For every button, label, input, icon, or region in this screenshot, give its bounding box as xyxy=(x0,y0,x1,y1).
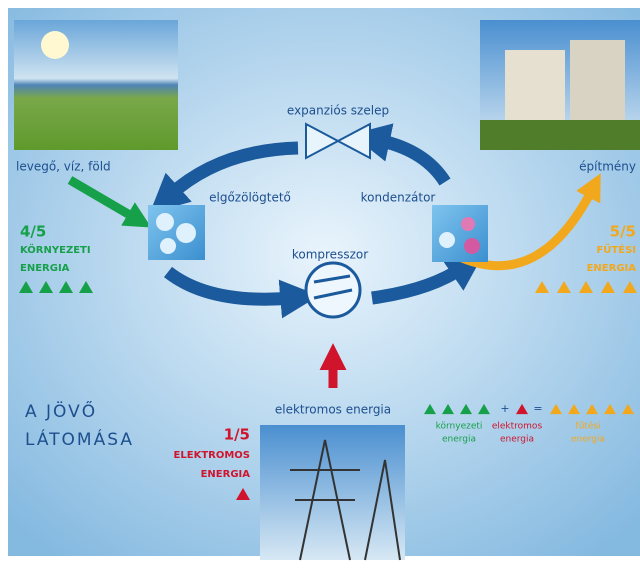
caption: ENERGIA xyxy=(587,263,637,274)
fraction: 4/5 xyxy=(20,223,46,241)
condenser-icon xyxy=(432,205,488,262)
caption: FŰTÉSI xyxy=(596,242,636,256)
fraction: 1/5 xyxy=(224,426,250,444)
sun xyxy=(41,31,69,59)
caption: ENERGIA xyxy=(20,263,70,274)
landscape-photo xyxy=(14,20,178,150)
diagram: levegő, víz, föld építmény expanziós sze… xyxy=(0,0,640,565)
drop xyxy=(439,232,455,248)
evaporator-label: elgőzölögtető xyxy=(209,191,291,205)
electric-input-label: elektromos energia xyxy=(275,403,391,417)
equation-term: környezeti xyxy=(436,422,483,432)
drop xyxy=(461,217,475,231)
sources-label: levegő, víz, föld xyxy=(16,160,111,174)
bubble xyxy=(160,238,176,254)
bubble xyxy=(156,213,174,231)
building-label: építmény xyxy=(579,160,636,174)
equation-term: fűtési xyxy=(575,421,600,432)
drop xyxy=(464,238,480,254)
equals: = xyxy=(533,402,542,415)
caption: KÖRNYEZETI xyxy=(20,242,91,256)
caption: ENERGIA xyxy=(201,469,251,480)
trees xyxy=(480,120,640,150)
equation-term: energia xyxy=(500,435,534,445)
condenser-label: kondenzátor xyxy=(361,191,436,205)
valve-label: expanziós szelep xyxy=(287,104,389,118)
caption: ELEKTROMOS xyxy=(174,450,250,461)
power-photo xyxy=(260,425,405,560)
equation-term: energia xyxy=(571,435,605,445)
plus: + xyxy=(500,402,509,415)
vision-title: A JÖVŐ xyxy=(25,400,97,422)
vision-title: LÁTOMÁSA xyxy=(25,428,134,450)
fraction: 5/5 xyxy=(610,223,636,241)
bubble xyxy=(176,223,196,243)
equation-term: energia xyxy=(442,435,476,445)
compressor-label: kompresszor xyxy=(292,248,368,262)
equation-term: elektromos xyxy=(492,422,543,432)
